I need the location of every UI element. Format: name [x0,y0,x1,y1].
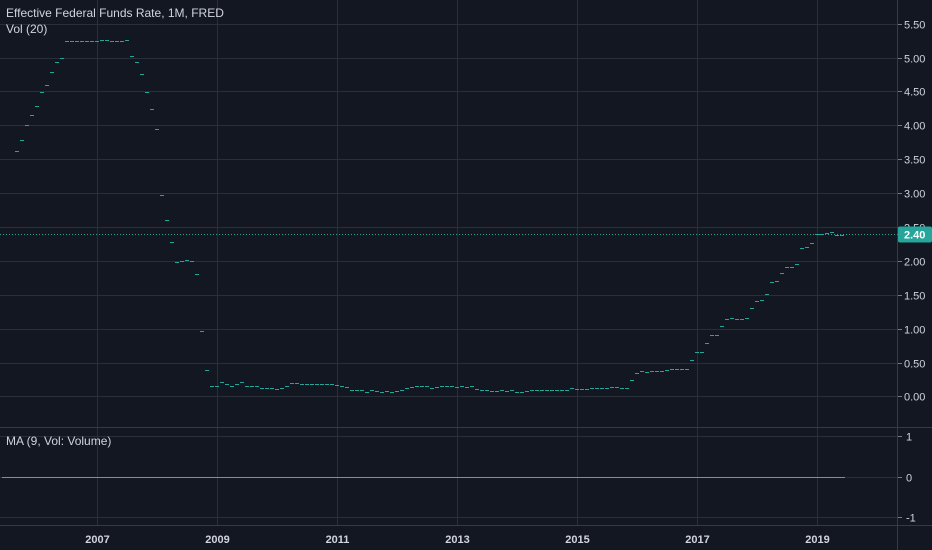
last-value-badge-label: 2.40 [904,230,925,242]
x-tick-label: 2007 [85,534,109,546]
y-tick-label: 1.00 [904,325,925,337]
x-tick-label: 2009 [205,534,229,546]
main-pane-horizontal-grid [0,24,902,397]
y-tick-label: -1 [906,513,916,525]
y-tick-label: 0.00 [904,392,925,404]
indicator-legend[interactable]: MA (9, Vol: Volume) [6,434,112,448]
x-tick-label: 2013 [445,534,469,546]
last-value-badge-background [898,226,932,243]
y-tick-label: 4.50 [904,87,925,99]
x-tick-label: 2011 [326,534,350,546]
volume-legend[interactable]: Vol (20) [6,22,48,36]
y-tick-label: 3.00 [904,189,925,201]
indicator-axis-labels[interactable]: 1 0 -1 [906,432,916,525]
y-tick-label: 1 [906,432,912,444]
y-tick-label: 2.00 [904,257,925,269]
y-tick-label: 3.50 [904,155,925,167]
main-legend-title[interactable]: Effective Federal Funds Rate, 1M, FRED [6,6,224,20]
time-axis-labels[interactable]: 2007 2009 2011 2013 2015 2017 2019 [85,534,829,546]
x-tick-label: 2017 [685,534,709,546]
vertical-grid [97,0,818,525]
y-tick-label: 5.00 [904,54,925,66]
x-tick-label: 2019 [805,534,829,546]
y-tick-label: 5.50 [904,20,925,32]
y-tick-label: 0 [906,473,912,485]
y-tick-label: 1.50 [904,291,925,303]
y-tick-label: 4.00 [904,121,925,133]
x-tick-label: 2015 [565,534,589,546]
y-tick-label: 0.50 [904,359,925,371]
rate-series [15,40,844,393]
last-value-badge: 2.40 [898,226,932,243]
